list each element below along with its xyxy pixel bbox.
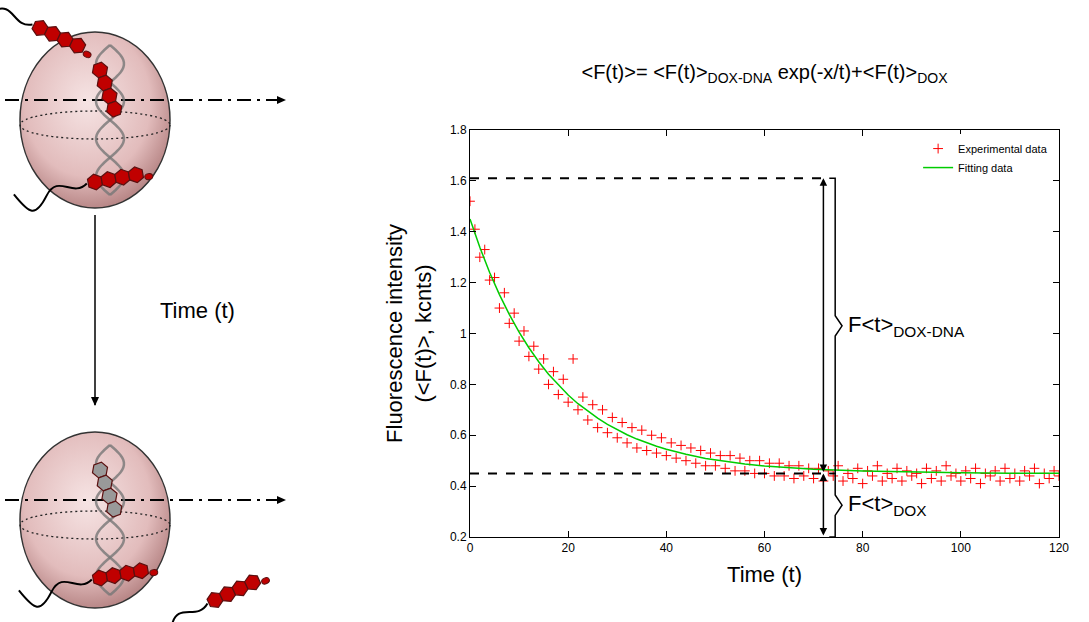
svg-text:0.2: 0.2 (450, 530, 467, 544)
svg-text:1.4: 1.4 (450, 225, 467, 239)
svg-text:20: 20 (561, 541, 575, 555)
svg-text:120: 120 (1049, 541, 1069, 555)
svg-text:<F(t)>= <F(t)>​DOX-DNA​ exp(-x: <F(t)>= <F(t)>​DOX-DNA​ exp(-x/t)+<F(t)>… (581, 61, 948, 86)
svg-text:80: 80 (856, 541, 870, 555)
svg-text:1.8: 1.8 (450, 123, 467, 137)
svg-text:F<t>​DOX​: F<t>​DOX​ (848, 491, 927, 519)
svg-text:Fluorescence intensity(<F(t)>,: Fluorescence intensity(<F(t)>, kcnts) (382, 224, 436, 443)
svg-text:Fitting data: Fitting data (958, 162, 1013, 174)
svg-text:Time (t): Time (t) (160, 298, 235, 323)
svg-text:1.6: 1.6 (450, 174, 467, 188)
svg-text:1.2: 1.2 (450, 276, 467, 290)
svg-text:0.6: 0.6 (450, 428, 467, 442)
svg-text:Time (t): Time (t) (727, 562, 802, 587)
svg-text:Experimental data: Experimental data (958, 143, 1048, 155)
svg-text:0.4: 0.4 (450, 479, 467, 493)
svg-text:0: 0 (467, 541, 474, 555)
svg-text:100: 100 (951, 541, 971, 555)
svg-text:60: 60 (758, 541, 772, 555)
svg-text:0.8: 0.8 (450, 378, 467, 392)
svg-text:F<t>​DOX-DNA​: F<t>​DOX-DNA​ (848, 312, 965, 340)
svg-text:40: 40 (660, 541, 674, 555)
svg-text:1: 1 (460, 327, 467, 341)
